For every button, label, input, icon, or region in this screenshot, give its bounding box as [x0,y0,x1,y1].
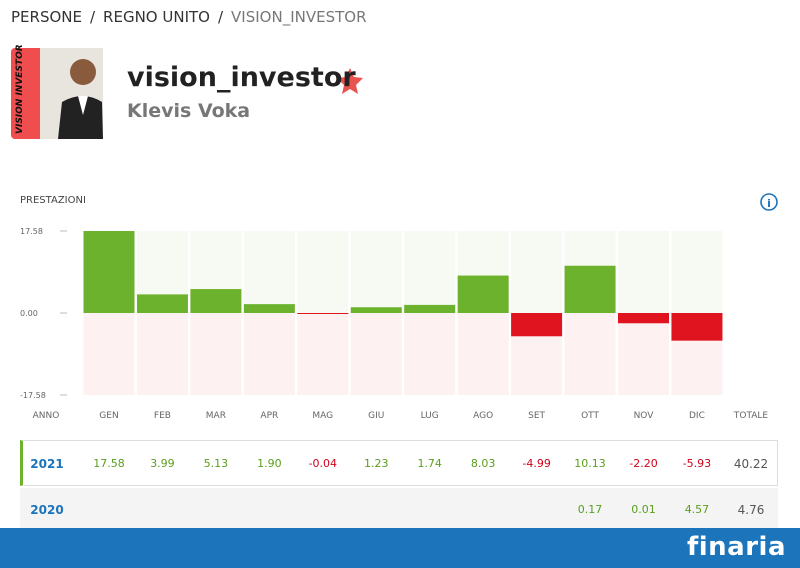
bar-background [136,313,188,395]
cell-value: -2.20 [629,457,658,470]
row-card [20,440,778,486]
bar [350,307,402,313]
bar [671,313,723,341]
y-tick-label: 0.00 [20,309,38,318]
svg-text:i: i [767,197,771,210]
brand[interactable]: finaria [686,532,786,562]
bar-background [297,231,349,313]
bar [190,289,242,313]
full-name: Klevis Voka [127,100,251,122]
avatar: VISION INVESTOR [11,44,103,139]
bar-background [243,231,295,313]
total: 40.22 [733,457,769,471]
cell-value: 0.01 [631,503,656,516]
bar [618,313,669,324]
y-tick-label: 17.58 [20,227,43,236]
column-header: DIC [689,411,705,421]
column-header: GEN [99,411,119,421]
column-header: AGO [473,411,494,421]
bar [83,231,135,313]
bar-background [350,313,402,395]
bar-background [618,231,669,313]
bar-background [564,313,616,395]
year[interactable]: 2021 [30,457,64,471]
bar [564,265,616,313]
cell-value: 0.17 [577,503,603,516]
section-title: PRESTAZIONI [20,195,86,206]
column-header: GIU [368,411,385,421]
total: 4.76 [737,503,765,517]
column-header: SET [528,411,546,421]
crumb[interactable]: REGNO UNITO [103,8,210,26]
column-header: APR [260,411,279,421]
column-header: MAG [312,411,334,421]
bar-background [404,313,456,395]
column-header: TOTALE [733,411,769,421]
crumb: VISION_INVESTOR [231,8,367,26]
bar [136,294,188,313]
bar-background [350,231,402,313]
bar-background [83,313,135,395]
cell-value: 8.03 [470,457,496,470]
bar [457,275,509,313]
cell-value: 1.74 [417,457,442,470]
column-header: FEB [153,411,171,421]
graphics: VISION INVESTOR i 17.58 0.00 -17.58 [11,44,778,400]
crumb[interactable]: PERSONE [11,8,82,26]
column-header: NOV [633,411,654,421]
footer [0,528,800,568]
bar-background [404,231,456,313]
row-card [20,488,778,528]
cell-value: 1.90 [257,457,282,470]
info-icon[interactable]: i [760,193,778,211]
breadcrumb: PERSONE / REGNO UNITO / VISION_INVESTOR [11,8,367,26]
avatar-text: VISION INVESTOR [15,44,25,134]
cell-value: -0.04 [308,457,338,470]
username: vision_investor [127,62,356,93]
cell-value: 1.23 [364,457,389,470]
bar-background [243,313,295,395]
column-header: OTT [581,411,599,421]
y-tick-label: -17.58 [20,391,46,400]
cell-value: 3.99 [150,457,175,470]
year[interactable]: 2020 [30,503,64,517]
column-header: MAR [205,411,226,421]
bar [297,313,349,314]
column-header: ANNO [32,411,60,421]
cell-value: -5.93 [682,457,712,470]
cell-value: 5.13 [203,457,229,470]
cell-value: -4.99 [522,457,551,470]
bar-background [511,231,563,313]
bar-background [190,313,242,395]
column-header: LUG [420,411,439,421]
favorite-star[interactable] [337,68,363,94]
bar [404,304,456,313]
cell-value: 4.57 [684,503,710,516]
bar-background [457,313,509,395]
bar-background [671,231,723,313]
bar [243,304,295,313]
bar [511,313,563,337]
cell-value: 17.58 [93,457,125,470]
bar-background [618,313,669,395]
cell-value: 10.13 [574,457,606,470]
bar-background [297,313,349,395]
